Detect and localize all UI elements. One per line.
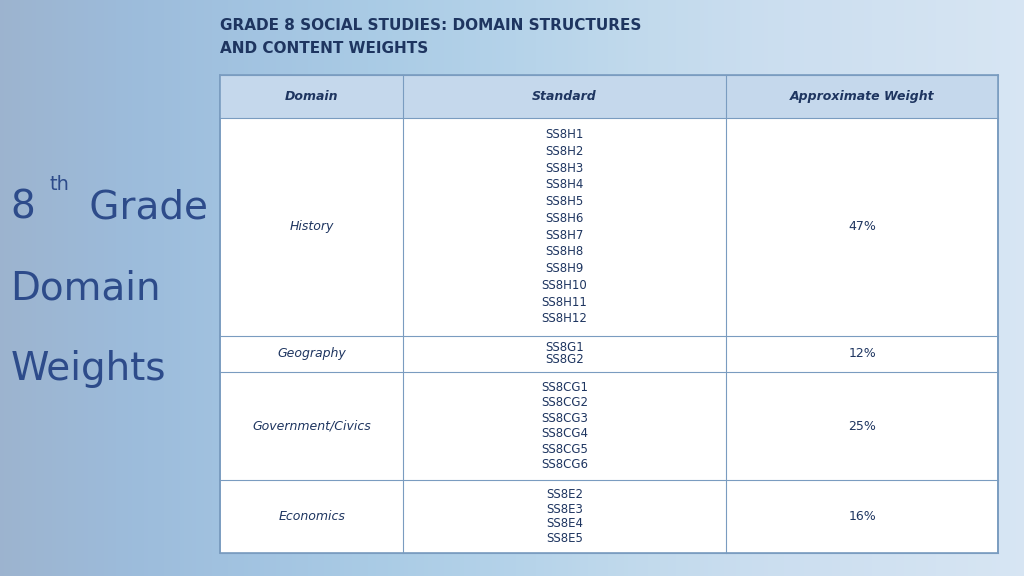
Text: SS8H5: SS8H5	[546, 195, 584, 208]
Text: Domain: Domain	[10, 269, 161, 307]
Text: th: th	[49, 175, 69, 194]
Text: SS8E5: SS8E5	[546, 532, 583, 545]
Text: 16%: 16%	[848, 510, 877, 523]
Text: Domain: Domain	[285, 90, 338, 103]
Text: SS8CG4: SS8CG4	[541, 427, 588, 441]
Text: SS8G2: SS8G2	[545, 353, 584, 366]
Text: Economics: Economics	[279, 510, 345, 523]
Text: SS8H9: SS8H9	[546, 262, 584, 275]
Text: 47%: 47%	[848, 220, 877, 233]
Text: SS8E4: SS8E4	[546, 517, 583, 530]
Text: Standard: Standard	[532, 90, 597, 103]
Text: Government/Civics: Government/Civics	[252, 420, 371, 433]
Text: SS8CG6: SS8CG6	[541, 458, 588, 471]
Text: SS8H3: SS8H3	[546, 162, 584, 175]
Text: SS8H4: SS8H4	[546, 179, 584, 191]
Text: Approximate Weight: Approximate Weight	[790, 90, 935, 103]
Text: SS8CG5: SS8CG5	[541, 443, 588, 456]
Text: GRADE 8 SOCIAL STUDIES: DOMAIN STRUCTURES: GRADE 8 SOCIAL STUDIES: DOMAIN STRUCTURE…	[220, 18, 641, 33]
Text: SS8E2: SS8E2	[546, 488, 583, 502]
Text: SS8H10: SS8H10	[542, 279, 588, 292]
Text: Weights: Weights	[10, 350, 166, 388]
Text: SS8H11: SS8H11	[542, 295, 588, 309]
Text: 8: 8	[10, 188, 35, 226]
Text: SS8H8: SS8H8	[546, 245, 584, 259]
Text: History: History	[290, 220, 334, 233]
Text: SS8CG2: SS8CG2	[541, 396, 588, 410]
Text: 12%: 12%	[848, 347, 877, 360]
Text: SS8CG1: SS8CG1	[541, 381, 588, 394]
Text: SS8G1: SS8G1	[545, 341, 584, 354]
Text: SS8H2: SS8H2	[546, 145, 584, 158]
Text: Grade: Grade	[77, 188, 208, 226]
Text: SS8H1: SS8H1	[546, 128, 584, 141]
Text: SS8H12: SS8H12	[542, 312, 588, 325]
Text: Geography: Geography	[278, 347, 346, 360]
Text: 25%: 25%	[848, 420, 877, 433]
Text: AND CONTENT WEIGHTS: AND CONTENT WEIGHTS	[220, 41, 428, 56]
Text: SS8H6: SS8H6	[546, 212, 584, 225]
Text: SS8CG3: SS8CG3	[541, 412, 588, 425]
Text: SS8H7: SS8H7	[546, 229, 584, 242]
Text: SS8E3: SS8E3	[546, 503, 583, 516]
